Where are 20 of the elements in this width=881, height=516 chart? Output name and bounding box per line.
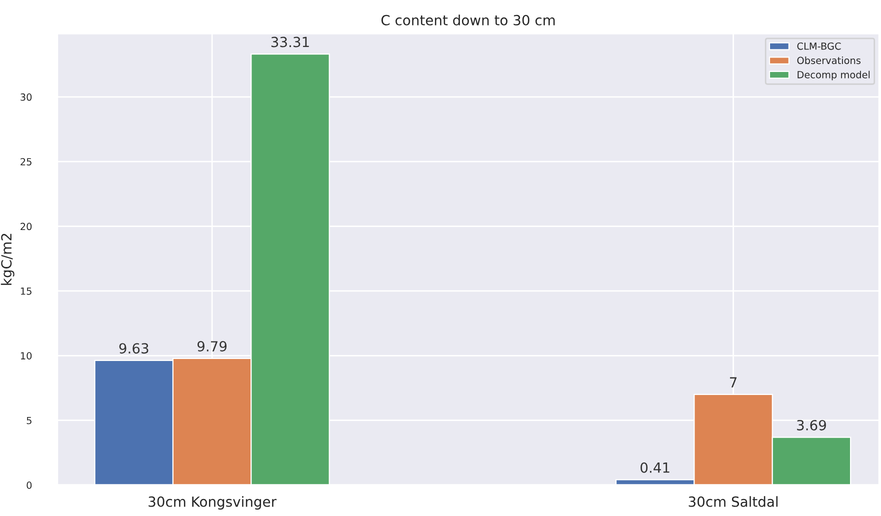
y-tick-label: 25 — [20, 158, 32, 166]
data-label: 9.63 — [119, 343, 148, 354]
x-tick-label: 30cm Kongsvinger — [148, 496, 277, 510]
chart-title: C content down to 30 cm — [381, 14, 555, 26]
y-tick-label: 10 — [20, 352, 32, 360]
legend-label: Decomp model — [798, 70, 870, 80]
legend-label: Observations — [797, 56, 861, 64]
y-tick-label: 15 — [20, 288, 32, 295]
data-label: 33.31 — [271, 36, 309, 48]
data-label: 9.79 — [197, 341, 227, 352]
y-tick-label: 30 — [20, 93, 32, 101]
data-label: 0.41 — [640, 462, 670, 473]
y-tick-label: 5 — [26, 416, 32, 424]
data-label: 3.69 — [797, 420, 826, 430]
y-tick-label: 20 — [20, 222, 32, 230]
x-tick-label: 30cm Saltdal — [688, 496, 778, 507]
y-axis-title: kgC/m2 — [0, 234, 14, 285]
data-label: 7 — [730, 377, 737, 388]
y-tick-label: 0 — [26, 482, 32, 489]
legend-label: CLM-BGC — [797, 42, 841, 50]
